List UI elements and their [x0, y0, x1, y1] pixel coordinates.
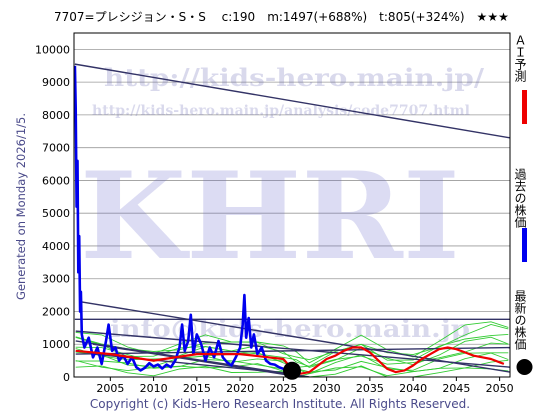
y-tick-label: 7000 — [42, 142, 70, 155]
y-tick-label: 8000 — [42, 109, 70, 122]
copyright: Copyright (c) Kids-Hero Research Institu… — [89, 397, 471, 411]
x-tick-label: 2025 — [269, 382, 297, 395]
y-tick-label: 1000 — [42, 338, 70, 351]
y-tick-label: 10000 — [35, 43, 70, 56]
y-tick-label: 9000 — [42, 76, 70, 89]
x-axis: 2005 2010 2015 2020 2025 2030 2035 2040 2045 2050 — [96, 377, 514, 395]
band-line — [75, 333, 509, 367]
forecast-line — [75, 346, 505, 375]
y-axis: 0 1000 2000 3000 4000 5000 6000 7000 8000 9000 100… — [35, 43, 70, 384]
chart-header: 7707=プレシジョン・S・S c:190 m:1497(+688%) t:80… — [54, 10, 509, 24]
latest-price-marker — [283, 361, 301, 380]
legend: ＡＩ予測 過去の株価 最新の株価 — [513, 34, 533, 375]
y-tick-label: 4000 — [42, 240, 70, 253]
latest-marker-group — [283, 361, 301, 380]
x-tick-label: 2015 — [183, 382, 211, 395]
y-tick-label: 0 — [63, 371, 70, 384]
trend-line — [75, 330, 510, 368]
plot-frame — [73, 32, 511, 378]
x-tick-label: 2050 — [486, 382, 514, 395]
legend-forecast-swatch — [522, 90, 527, 124]
watermark-url1: http://kids-hero.main.jp/ — [104, 63, 484, 92]
y-tick-label: 5000 — [42, 207, 70, 220]
watermark-big: KHRI — [80, 146, 460, 287]
trend-line — [74, 63, 510, 139]
generated-date: Generated on Monday 2026/1/5. — [14, 112, 28, 300]
trend-line — [79, 300, 510, 373]
trend-lines — [74, 63, 510, 377]
x-tick-label: 2005 — [96, 382, 124, 395]
y-tick-label: 3000 — [42, 273, 70, 286]
band-line — [75, 324, 509, 361]
x-tick-label: 2020 — [226, 382, 254, 395]
x-tick-label: 2010 — [140, 382, 168, 395]
series-lines — [74, 65, 505, 375]
past-price-line — [74, 65, 291, 373]
x-tick-label: 2045 — [442, 382, 470, 395]
legend-forecast-label: ＡＩ予測 — [513, 34, 527, 83]
grid-lines — [74, 48, 510, 378]
x-tick-label: 2035 — [356, 382, 384, 395]
trend-line — [75, 346, 510, 355]
watermark-url2: http://kids-hero.main.jp/analysis/code77… — [92, 103, 470, 119]
legend-latest-dot-icon — [516, 359, 533, 375]
y-tick-label: 6000 — [42, 174, 70, 187]
legend-latest-label: 最新の株価 — [513, 290, 527, 350]
x-tick-label: 2040 — [399, 382, 427, 395]
y-tick-label: 2000 — [42, 305, 70, 318]
x-tick-label: 2030 — [313, 382, 341, 395]
legend-past-label: 過去の株価 — [513, 168, 527, 228]
legend-past-swatch — [522, 228, 527, 262]
